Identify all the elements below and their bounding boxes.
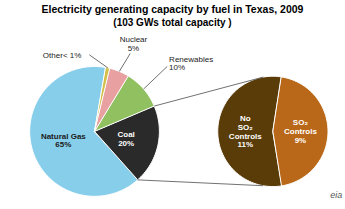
svg-text:Natural Gas65%: Natural Gas65% (41, 131, 86, 149)
html-text:(103 GWs total capacity ): (103 GWs total capacity ) (113, 16, 232, 28)
svg-text:Nuclear5%: Nuclear5% (120, 35, 148, 53)
svg-text:eia: eia (330, 189, 342, 199)
svg-text:Renewables10%: Renewables10% (169, 54, 213, 72)
svg-text:SO₂Controls9%: SO₂Controls9% (284, 118, 317, 145)
svg-text:Coal20%: Coal20% (117, 130, 134, 148)
svg-text:Other< 1%: Other< 1% (43, 50, 81, 59)
html-text:Electricity generating capacit: Electricity generating capacity by fuel … (41, 3, 304, 15)
svg-text:NoSO₂Controls11%: NoSO₂Controls11% (229, 114, 262, 149)
